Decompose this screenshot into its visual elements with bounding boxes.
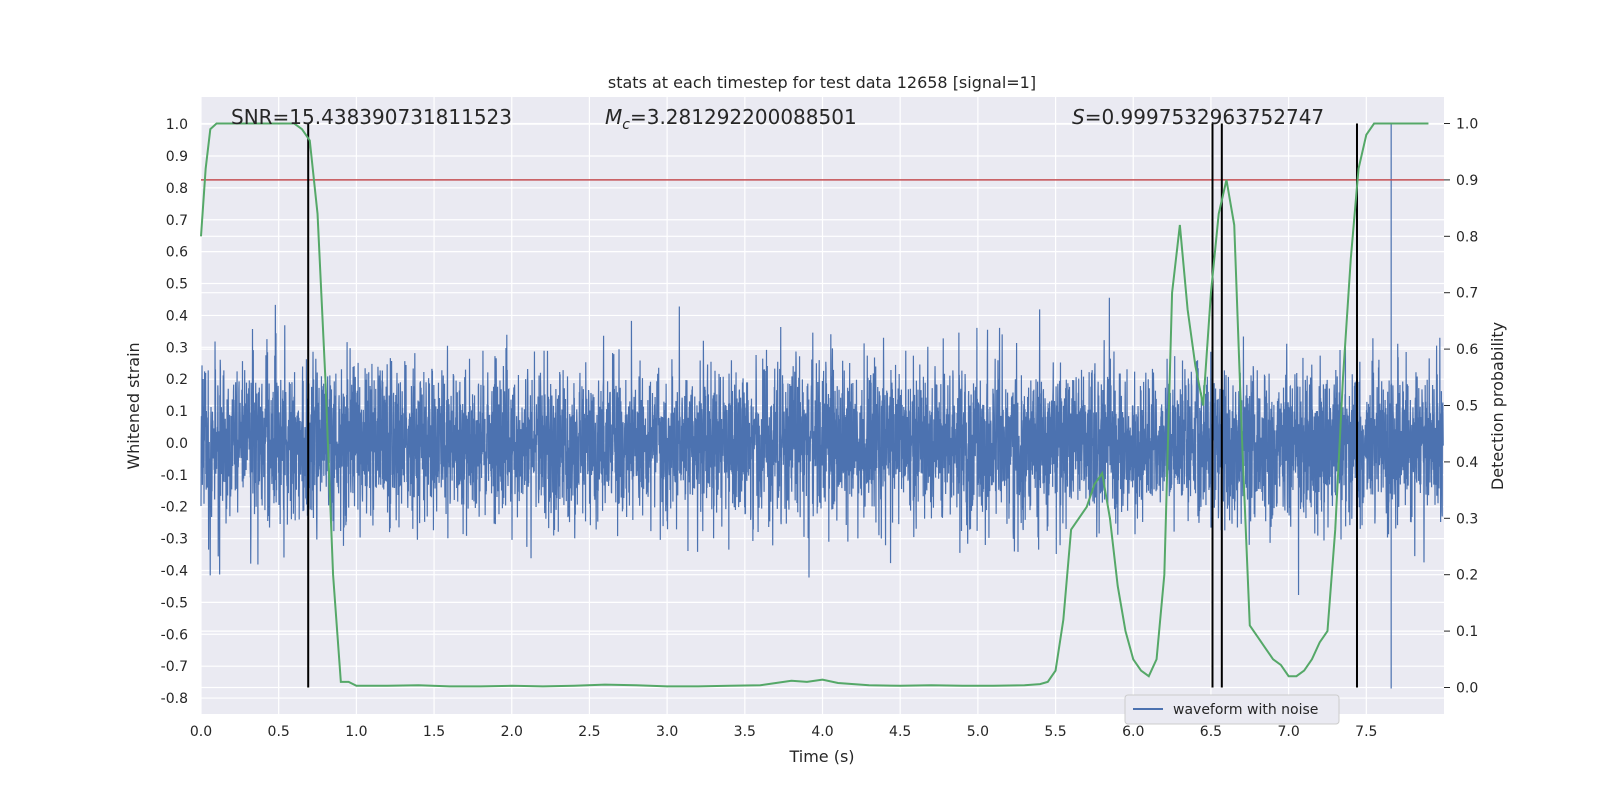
legend-box [1124,694,1340,725]
y-right-tick-label-5: 0.5 [1456,399,1478,415]
y-right-tick-label-3: 0.3 [1456,511,1478,527]
y-tick-label-13: 0.5 [166,277,188,293]
y-tick-label-11: 0.3 [166,340,188,356]
y-tick-label-2: -0.6 [161,627,188,643]
chirp-mass-symbol: M [605,105,622,129]
chirp-mass-annotation: Mc=3.281292200088501 [605,105,857,133]
y-axis-right-label: Detection probability [1488,322,1507,490]
y-right-tick-label-1: 0.1 [1456,624,1478,640]
y-right-tick-label-10: 1.0 [1456,117,1478,133]
y-tick-label-15: 0.7 [166,213,188,229]
y-tick-label-3: -0.5 [161,595,188,611]
x-tick-label-5: 2.5 [578,724,600,740]
y-tick-label-0: -0.8 [161,691,188,707]
y-tick-label-8: 0.0 [166,436,188,452]
waveform-series [200,124,1444,689]
significance-annotation: S=0.9997532963752747 [1072,105,1324,129]
x-tick-label-6: 3.0 [656,724,678,740]
x-tick-label-14: 7.0 [1277,724,1299,740]
x-tick-label-11: 5.5 [1044,724,1066,740]
detection-probability-line [200,122,1429,688]
legend: waveform with noise [1124,694,1340,725]
y-tick-label-16: 0.8 [166,181,188,197]
y-axis-label: Whitened strain [124,342,143,469]
x-tick-label-15: 7.5 [1355,724,1377,740]
y-tick-label-17: 0.9 [166,149,188,165]
x-tick-label-4: 2.0 [501,724,523,740]
y-right-tick-label-9: 0.9 [1456,173,1478,189]
y-right-tick-label-4: 0.4 [1456,455,1478,471]
y-tick-label-14: 0.6 [166,245,188,261]
y-tick-label-7: -0.1 [161,468,188,484]
x-axis-label: Time (s) [788,747,854,766]
legend-label-waveform: waveform with noise [1173,702,1318,718]
y-right-tick-label-6: 0.6 [1456,342,1478,358]
x-tick-label-3: 1.5 [423,724,445,740]
chirp-mass-subscript: c [622,117,630,133]
x-tick-label-2: 1.0 [345,724,367,740]
y-tick-label-12: 0.4 [166,308,188,324]
x-tick-label-9: 4.5 [889,724,911,740]
y-tick-label-10: 0.2 [166,372,188,388]
y-right-tick-label-8: 0.8 [1456,229,1478,245]
x-tick-label-12: 6.0 [1122,724,1144,740]
x-tick-label-13: 6.5 [1200,724,1222,740]
y-tick-label-9: 0.1 [166,404,188,420]
x-tick-label-0: 0.0 [190,724,212,740]
significance-value: =0.9997532963752747 [1085,105,1324,129]
y-right-tick-label-7: 0.7 [1456,286,1478,302]
chart-title: stats at each timestep for test data 126… [608,73,1036,92]
x-tick-label-8: 4.0 [811,724,833,740]
probability-series [200,122,1429,688]
x-tick-label-1: 0.5 [268,724,290,740]
y-tick-label-4: -0.4 [161,564,188,580]
waveform-line [200,124,1444,689]
event-lines [307,123,1358,688]
y-tick-label-6: -0.2 [161,500,188,516]
y-right-tick-label-0: 0.0 [1456,680,1478,696]
y-tick-label-18: 1.0 [166,117,188,133]
tick-labels: 0.0 0.5 1.0 1.5 2.0 2.5 3.0 3.5 4.0 4.5 5.0 5.5 6.0 6… [161,117,1479,740]
y-tick-label-1: -0.7 [161,659,188,675]
x-tick-label-7: 3.5 [734,724,756,740]
snr-annotation: SNR=15.438390731811523 [231,105,512,129]
chirp-mass-value: =3.281292200088501 [630,105,857,129]
y-right-tick-label-2: 0.2 [1456,568,1478,584]
significance-symbol: S [1072,105,1085,129]
y-tick-label-5: -0.3 [161,532,188,548]
x-tick-label-10: 5.0 [967,724,989,740]
